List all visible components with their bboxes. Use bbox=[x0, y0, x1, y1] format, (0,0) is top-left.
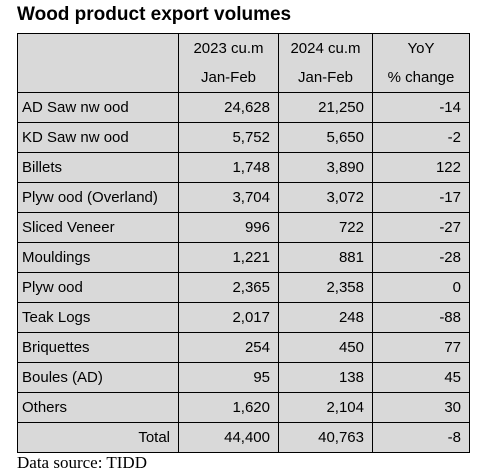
product-cell: AD Saw nw ood bbox=[17, 92, 179, 123]
table-row: KD Saw nw ood 5,752 5,650 -2 bbox=[17, 122, 470, 153]
product-cell: Others bbox=[17, 392, 179, 423]
header-2023: 2023 cu.m bbox=[178, 33, 279, 63]
value-2024-cell: 138 bbox=[278, 362, 373, 393]
product-cell: Boules (AD) bbox=[17, 362, 179, 393]
value-2024-cell: 248 bbox=[278, 302, 373, 333]
table-row: Briquettes 254 450 77 bbox=[17, 332, 470, 363]
header-empty-cell bbox=[17, 63, 179, 93]
yoy-cell: -28 bbox=[372, 242, 470, 273]
header-2024-period: Jan-Feb bbox=[278, 63, 373, 93]
product-cell: Sliced Veneer bbox=[17, 212, 179, 243]
table-row: Mouldings 1,221 881 -28 bbox=[17, 242, 470, 273]
export-volumes-table: 2023 cu.m 2024 cu.m YoY Jan-Feb Jan-Feb … bbox=[17, 33, 470, 453]
table-row: Others 1,620 2,104 30 bbox=[17, 392, 470, 423]
value-2023-cell: 2,365 bbox=[178, 272, 279, 303]
product-cell: Plyw ood (Overland) bbox=[17, 182, 179, 213]
header-yoy: YoY bbox=[372, 33, 470, 63]
table-title: Wood product export volumes bbox=[17, 4, 292, 25]
value-2023-cell: 1,748 bbox=[178, 152, 279, 183]
value-2023-cell: 24,628 bbox=[178, 92, 279, 123]
product-cell: Plyw ood bbox=[17, 272, 179, 303]
product-cell: Mouldings bbox=[17, 242, 179, 273]
data-source-note: Data source: TIDD bbox=[17, 453, 147, 472]
table-row: Teak Logs 2,017 248 -88 bbox=[17, 302, 470, 333]
header-row-2: Jan-Feb Jan-Feb % change bbox=[17, 63, 470, 93]
total-2024-cell: 40,763 bbox=[278, 422, 373, 453]
value-2023-cell: 1,221 bbox=[178, 242, 279, 273]
value-2024-cell: 722 bbox=[278, 212, 373, 243]
value-2023-cell: 1,620 bbox=[178, 392, 279, 423]
table-row: Billets 1,748 3,890 122 bbox=[17, 152, 470, 183]
total-label-cell: Total bbox=[17, 422, 179, 453]
value-2023-cell: 95 bbox=[178, 362, 279, 393]
yoy-cell: -17 bbox=[372, 182, 470, 213]
value-2023-cell: 3,704 bbox=[178, 182, 279, 213]
yoy-cell: 0 bbox=[372, 272, 470, 303]
value-2023-cell: 5,752 bbox=[178, 122, 279, 153]
header-empty-cell bbox=[17, 33, 179, 63]
table-row: Plyw ood 2,365 2,358 0 bbox=[17, 272, 470, 303]
value-2024-cell: 21,250 bbox=[278, 92, 373, 123]
table-row: Sliced Veneer 996 722 -27 bbox=[17, 212, 470, 243]
value-2023-cell: 254 bbox=[178, 332, 279, 363]
yoy-cell: -88 bbox=[372, 302, 470, 333]
yoy-cell: 77 bbox=[372, 332, 470, 363]
total-yoy-cell: -8 bbox=[372, 422, 470, 453]
value-2024-cell: 5,650 bbox=[278, 122, 373, 153]
yoy-cell: 30 bbox=[372, 392, 470, 423]
value-2024-cell: 3,890 bbox=[278, 152, 373, 183]
total-2023-cell: 44,400 bbox=[178, 422, 279, 453]
table-row: Plyw ood (Overland) 3,704 3,072 -17 bbox=[17, 182, 470, 213]
product-cell: Billets bbox=[17, 152, 179, 183]
total-row: Total 44,400 40,763 -8 bbox=[17, 422, 470, 453]
product-cell: Briquettes bbox=[17, 332, 179, 363]
value-2023-cell: 996 bbox=[178, 212, 279, 243]
table-row: AD Saw nw ood 24,628 21,250 -14 bbox=[17, 92, 470, 123]
value-2024-cell: 450 bbox=[278, 332, 373, 363]
yoy-cell: -14 bbox=[372, 92, 470, 123]
value-2023-cell: 2,017 bbox=[178, 302, 279, 333]
value-2024-cell: 881 bbox=[278, 242, 373, 273]
header-row-1: 2023 cu.m 2024 cu.m YoY bbox=[17, 33, 470, 63]
yoy-cell: -27 bbox=[372, 212, 470, 243]
product-cell: KD Saw nw ood bbox=[17, 122, 179, 153]
header-2024: 2024 cu.m bbox=[278, 33, 373, 63]
header-2023-period: Jan-Feb bbox=[178, 63, 279, 93]
product-cell: Teak Logs bbox=[17, 302, 179, 333]
yoy-cell: -2 bbox=[372, 122, 470, 153]
yoy-cell: 122 bbox=[372, 152, 470, 183]
yoy-cell: 45 bbox=[372, 362, 470, 393]
value-2024-cell: 2,358 bbox=[278, 272, 373, 303]
value-2024-cell: 3,072 bbox=[278, 182, 373, 213]
value-2024-cell: 2,104 bbox=[278, 392, 373, 423]
table-row: Boules (AD) 95 138 45 bbox=[17, 362, 470, 393]
header-yoy-unit: % change bbox=[372, 63, 470, 93]
